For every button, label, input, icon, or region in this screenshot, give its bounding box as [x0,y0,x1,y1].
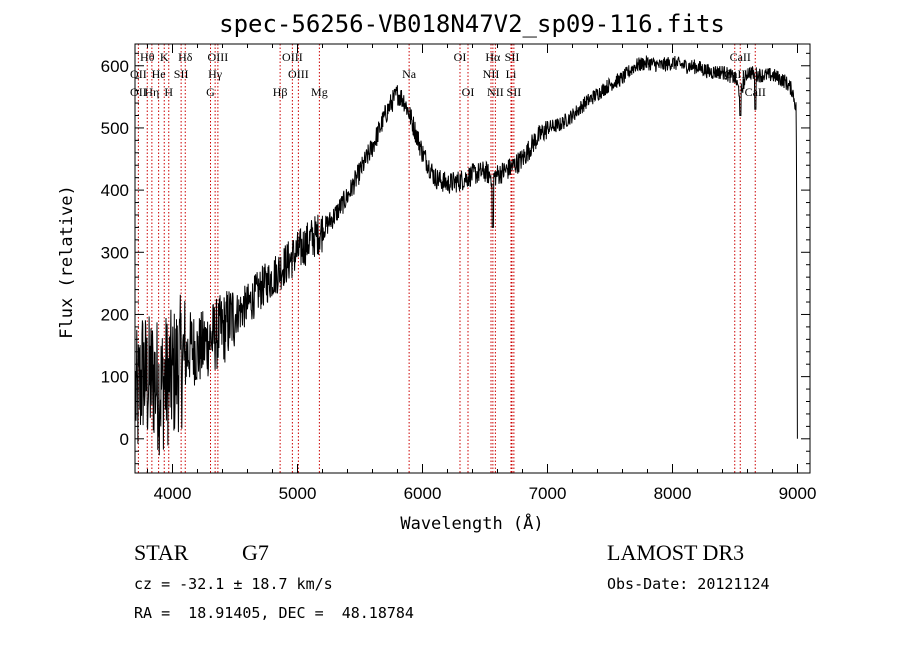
survey-name: LAMOST DR3 [607,540,745,565]
coordinates: RA = 18.91405, DEC = 48.18784 [134,604,414,622]
y-tick-label: 500 [101,119,129,138]
x-tick-label: 7000 [529,484,567,503]
object-subclass: G7 [242,540,269,565]
plot-frame [134,43,811,474]
y-tick-label: 100 [101,368,129,387]
spectral-line-label: K [160,50,169,64]
object-class: STAR [134,540,189,565]
y-tick-label: 300 [101,243,129,262]
spectral-line-label: Hδ [178,50,193,64]
x-axis-ticks: 4000 5000 6000 7000 8000 9000 [147,44,817,503]
spectrum-chart: spec-56256-VB018N47V2_sp09-116.fits Hθ K H… [57,10,817,534]
y-axis-ticks: 0 100 200 300 400 500 600 [101,52,810,465]
spectral-line-markers [137,44,756,473]
spectral-line-label: OII [130,67,147,81]
spectral-line-label: Na [402,67,417,81]
y-tick-label: 0 [120,430,129,449]
chart-title: spec-56256-VB018N47V2_sp09-116.fits [219,10,725,38]
spectral-line-label: SII [505,50,520,64]
spectral-line-label: Hθ [140,50,155,64]
spectral-line-label: OI [462,85,475,99]
x-tick-label: 9000 [779,484,817,503]
spectral-line-label: Li [506,67,517,81]
spectral-line-label: OI [454,50,467,64]
spectral-line-label: SII [507,85,522,99]
spectral-line-labels: Hθ K Hδ OIII OIII OI Hα SII CaII OII He SII Hγ OIII Na… [130,50,766,99]
spectral-line-label: H [164,85,173,99]
plot-border [134,43,811,474]
spectral-line-label: Mg [311,85,328,99]
spectral-line-label: CaII [730,50,751,64]
spectral-line-label: OII [130,85,147,99]
spectral-line-label: OIII [288,67,309,81]
spectral-line-label: CaII [745,85,766,99]
spectral-line-label: Hγ [208,67,223,81]
spectral-line-label: NII [487,85,504,99]
y-axis-label: Flux (relative) [57,185,77,339]
x-axis-label: Wavelength (Å) [400,512,543,534]
y-tick-label: 400 [101,181,129,200]
x-tick-label: 5000 [279,484,317,503]
x-tick-label: 4000 [154,484,192,503]
y-tick-label: 200 [101,305,129,324]
spectral-line-label: OIII [282,50,303,64]
y-tick-label: 600 [101,57,129,76]
spectral-line-label: Hη [144,85,159,99]
redshift-velocity: cz = -32.1 ± 18.7 km/s [134,575,333,593]
spectral-line-label: SII [174,67,189,81]
spectral-line-label: He [152,67,166,81]
spectral-line-label: G [206,85,215,99]
x-tick-label: 6000 [404,484,442,503]
spectral-line-label: OIII [208,50,229,64]
observation-date: Obs-Date: 20121124 [607,575,770,593]
spectral-line-label: NII [483,67,500,81]
spectral-line-label: Hα [485,50,501,64]
spectral-line-label: Hβ [273,85,288,99]
spectrum-line [135,55,798,456]
x-tick-label: 8000 [654,484,692,503]
